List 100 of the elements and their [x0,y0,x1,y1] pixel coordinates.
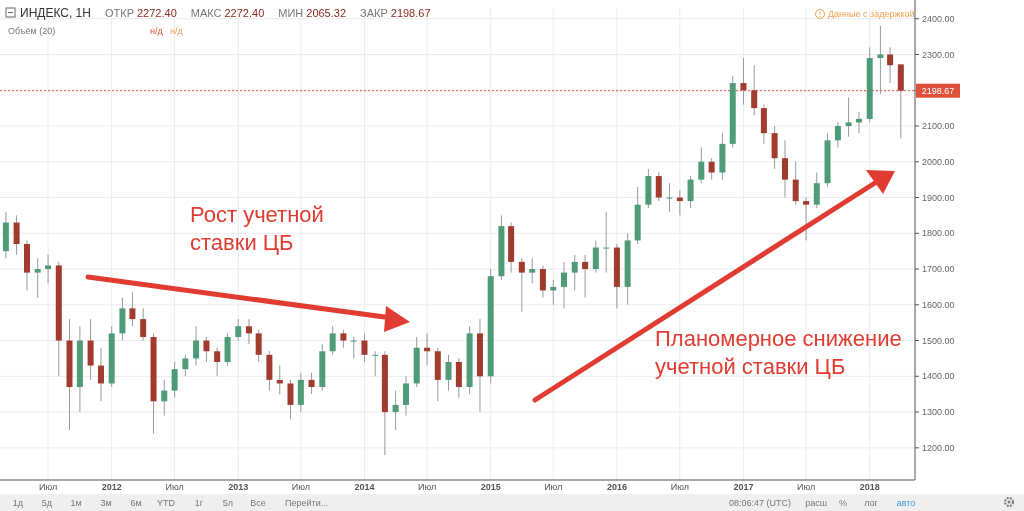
text: 1г [194,498,204,508]
x-tick-label: 2014 [354,482,375,492]
y-tick-label: 1300.00 [922,407,955,418]
candlestick [287,379,294,420]
candlestick [698,146,705,184]
candlestick [845,96,852,138]
candlestick [666,182,673,213]
candlestick [34,257,41,299]
annotation: Объём (20) [8,26,56,36]
candlestick [813,171,820,209]
x-tick-label: Июл [38,482,58,492]
candlestick [45,254,52,284]
x-tick-label: 2018 [859,482,880,492]
candlestick [203,336,210,363]
chart-title: ИНДЕКС, 1Н [20,6,91,20]
candlestick [571,254,578,291]
x-tick-label: Июл [417,482,437,492]
candlestick [877,25,884,95]
annotation: 2272.40 [136,7,177,19]
candlestick [518,257,525,313]
text: 6м [130,498,142,508]
candlestick [372,350,379,377]
candlestick [834,121,841,148]
annotation: МАКС [190,7,222,19]
ref-line-label: 2198.67 [921,85,955,96]
candlestick [655,171,662,202]
candlestick [740,57,747,106]
candlestick [687,175,694,209]
x-tick-label: 2013 [228,482,249,492]
annotation: н/д [170,26,184,36]
candlestick [592,239,599,274]
text: YTD [157,498,176,508]
candlestick [402,375,409,417]
annotation: 2272.40 [224,7,265,19]
y-tick-label: 1800.00 [922,228,955,239]
candlestick [182,354,189,377]
candlestick [751,64,758,116]
x-tick-label: Июл [291,482,310,492]
candlestick [329,325,336,356]
x-tick-label: Июл [670,482,689,492]
candlestick [13,214,20,256]
annotation: 2065.32 [306,7,347,19]
y-tick-label: 2400.00 [922,13,955,24]
annotation: ОТКР [104,7,134,19]
text: Перейти... [285,498,329,508]
y-tick-label: 1400.00 [922,371,955,382]
candlestick [803,197,810,241]
text: 5д [41,498,53,508]
y-tick-label: 1700.00 [922,264,955,275]
annotation: ЗАКР [360,7,388,19]
y-tick-label: 1600.00 [922,299,955,310]
text: 3м [100,498,112,508]
candlestick [561,261,568,309]
candlestick [603,211,610,274]
annotation: МИН [278,7,304,19]
text: 5л [222,498,234,508]
candlestick [140,307,147,342]
candlestick [887,46,894,84]
candlestick [392,390,399,431]
x-tick-label: Июл [544,482,563,492]
candlestick [97,347,104,402]
text: % [838,498,848,508]
candlestick [708,157,715,181]
text: 1д [12,498,24,508]
text: авто [896,498,916,508]
x-tick-label: Июл [796,482,816,492]
candlestick [792,161,799,206]
candlestick [193,325,200,367]
text: расш [805,498,827,508]
candlestick [781,139,788,199]
text: Все [250,498,266,508]
annotation: н/д [150,26,164,36]
y-tick-label: 1500.00 [922,335,955,346]
y-tick-label: 2100.00 [922,121,955,132]
candlestick [214,347,221,377]
x-tick-label: 2016 [606,482,627,492]
candlestick [350,336,357,359]
candlestick [529,257,536,284]
candlestick [308,372,315,395]
y-tick-label: 1900.00 [922,192,955,203]
candlestick [255,329,262,363]
y-tick-label: 1200.00 [922,442,955,453]
candlestick [245,318,252,345]
candlestick [582,254,589,299]
annotation: Рост учетной ставки ЦБ [190,202,324,255]
text: 08:06:47 (UTC) [728,498,792,508]
annotation: 2198.67 [390,7,431,19]
candlestick [361,332,368,363]
annotation: Планомерное снижение учетной ставки ЦБ [655,326,902,379]
candlestick [539,264,546,299]
candlestick [445,354,452,392]
text: 1м [70,498,82,508]
x-tick-label: 2015 [480,482,501,492]
annotation: Данные с задержкой [828,9,915,19]
candlestick [129,291,136,327]
text: лог [864,498,879,508]
x-tick-label: Июл [165,482,184,492]
candlestick [171,361,178,399]
y-tick-label: 2300.00 [922,49,955,60]
y-tick-label: 2000.00 [922,156,955,167]
